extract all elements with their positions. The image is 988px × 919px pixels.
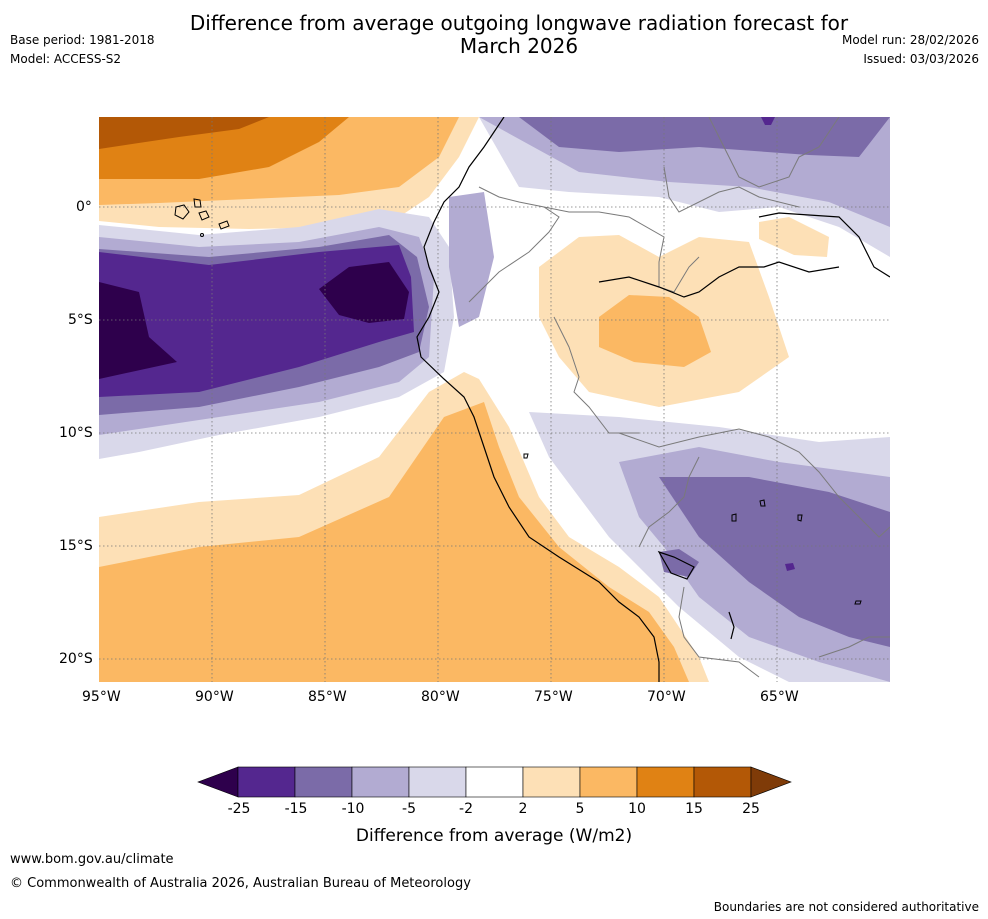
map-title-line1: Difference from average outgoing longwav…: [189, 11, 849, 35]
legend-tick-p5: 5: [575, 801, 585, 817]
south-positive-orange: [99, 402, 689, 682]
map-title-line2: March 2026: [459, 34, 579, 58]
lake-small-4: [854, 600, 862, 605]
lat-label-5s: 5°S: [68, 312, 93, 328]
nw-positive-brown: [99, 117, 269, 149]
base-period: Base period: 1981-2018: [10, 33, 155, 47]
lake-titicaca: [657, 550, 695, 580]
lake-small-1: [731, 513, 737, 522]
legend-tick-p10: 10: [628, 801, 646, 817]
map-title: Difference from average outgoing longwav…: [0, 12, 988, 58]
lat-label-20s: 20°S: [59, 651, 93, 667]
lon-label-70w: 70°W: [647, 689, 686, 705]
lon-label-90w: 90°W: [195, 689, 234, 705]
legend-tick-p2: 2: [518, 801, 528, 817]
border-colombia-brazil: [543, 206, 700, 293]
northeast-negative-strong: [519, 117, 890, 157]
copyright-notice: © Commonwealth of Australia 2026, Austra…: [10, 876, 471, 891]
galapagos-floreana: [200, 233, 204, 237]
lat-label-10s: 10°S: [59, 425, 93, 441]
lake-poopo: [728, 611, 735, 640]
legend-swatch-p10-p15: [636, 766, 695, 798]
lon-label-95w: 95°W: [82, 689, 121, 705]
border-peru-brazil: [553, 316, 639, 434]
border-colombia-ecuador: [468, 186, 560, 303]
legend-tick-p25: 25: [742, 801, 760, 817]
amazon-river: [758, 212, 890, 278]
legend-tick-m25: -25: [227, 801, 251, 817]
southeast-negative-strong: [659, 477, 890, 647]
country-borders: [468, 117, 890, 678]
border-venezuela: [663, 166, 800, 213]
lon-label-80w: 80°W: [421, 689, 460, 705]
olr-anomaly-map: [99, 117, 890, 682]
lat-label-15s: 15°S: [59, 538, 93, 554]
boundaries-disclaimer: Boundaries are not considered authoritat…: [713, 900, 979, 914]
inland-lakes: [523, 453, 862, 605]
lake-small-5: [523, 453, 529, 459]
model-name: Model: ACCESS-S2: [10, 52, 122, 66]
amazon-positive-orange: [599, 295, 711, 367]
legend-tick-m10: -10: [341, 801, 365, 817]
legend-tick-m5: -5: [402, 801, 416, 817]
equatorial-negative-core-west: [99, 282, 177, 379]
equatorial-negative-core-east: [319, 262, 409, 323]
legend-swatch-p15-p25: [693, 766, 752, 798]
legend-title: Difference from average (W/m2): [355, 826, 633, 846]
legend-swatch-p2-p5: [522, 766, 581, 798]
website-link[interactable]: www.bom.gov.au/climate: [10, 852, 174, 867]
border-peru-bolivia: [638, 456, 700, 548]
legend-tick-p15: 15: [685, 801, 703, 817]
lon-label-85w: 85°W: [308, 689, 347, 705]
andes-negative-strip: [449, 192, 494, 327]
legend-swatch-m15-m10: [294, 766, 353, 798]
legend-tick-m15: -15: [284, 801, 308, 817]
legend-swatch-m10-m5: [351, 766, 410, 798]
amazon-river-main: [598, 261, 840, 298]
border-guyana: [708, 117, 840, 188]
lake-small-3: [797, 514, 803, 522]
small-negative-spot: [785, 563, 795, 571]
legend-swatch-p5-p10: [579, 766, 638, 798]
northeast-positive-light: [759, 217, 829, 257]
legend-colorbar: [197, 766, 792, 798]
lon-label-75w: 75°W: [534, 689, 573, 705]
legend-swatch-m25-m15: [237, 766, 296, 798]
legend-swatch-neutral: [465, 766, 524, 798]
legend-swatch-m5-m2: [408, 766, 467, 798]
border-bolivia-chile: [678, 586, 760, 678]
lat-label-0: 0°: [76, 199, 92, 215]
border-bolivia-brazil: [618, 428, 890, 538]
galapagos-santa-cruz: [198, 210, 210, 221]
lake-small-2: [759, 499, 766, 507]
legend-arrow-min: [197, 766, 239, 798]
galapagos-san-cristobal: [218, 220, 230, 230]
legend-tick-m2: -2: [459, 801, 473, 817]
border-paraguay: [818, 636, 890, 658]
galapagos-santiago: [193, 198, 202, 208]
coastlines: [416, 117, 890, 682]
legend-arrow-max: [750, 766, 792, 798]
model-run: Model run: 28/02/2026: [841, 33, 979, 47]
galapagos-islands: [174, 198, 230, 237]
issued-date: Issued: 03/03/2026: [863, 52, 979, 66]
top-negative-spot: [761, 117, 775, 125]
galapagos-isabela: [174, 204, 190, 220]
lon-label-65w: 65°W: [760, 689, 799, 705]
pacific-coastline: [416, 117, 660, 682]
